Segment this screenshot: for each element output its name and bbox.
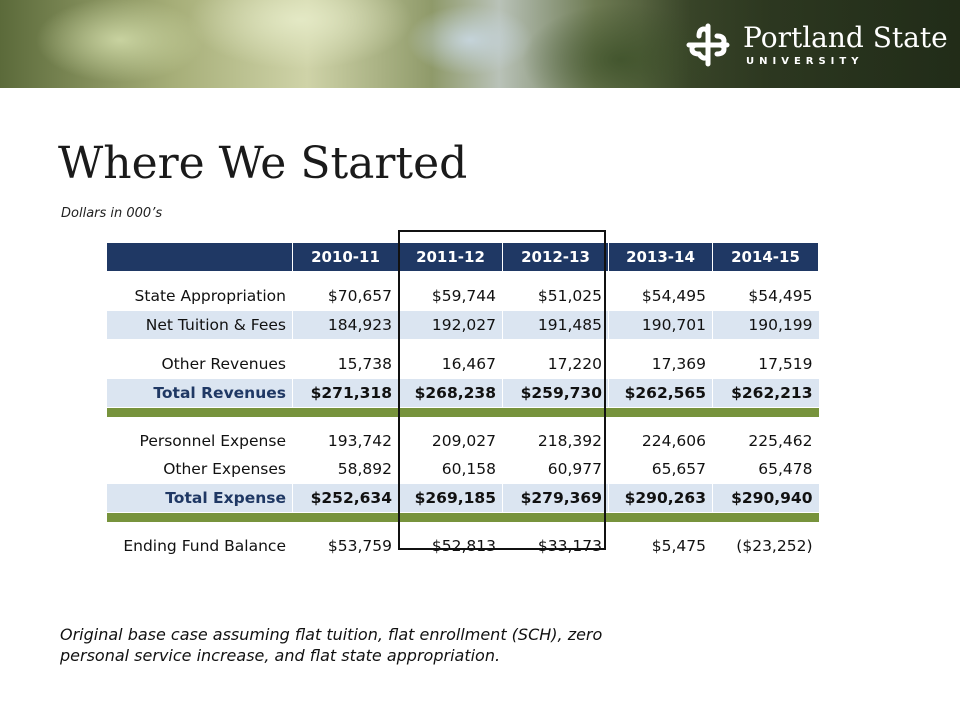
table-cell: $252,634 bbox=[292, 483, 399, 513]
table-cell: 190,701 bbox=[608, 310, 713, 340]
table-cell: $59,744 bbox=[398, 282, 503, 311]
header-banner: Portland State UNIVERSITY bbox=[0, 0, 960, 88]
spacer-row bbox=[106, 417, 819, 427]
footnote: Original base case assuming flat tuition… bbox=[60, 624, 760, 666]
table-cell: 192,027 bbox=[398, 310, 503, 340]
units-caption: Dollars in 000’s bbox=[61, 206, 163, 221]
table-cell: 193,742 bbox=[292, 427, 399, 455]
spacer-row bbox=[106, 339, 819, 350]
table-cell: $52,813 bbox=[398, 532, 503, 560]
table-cell: 17,519 bbox=[712, 350, 819, 379]
logo-subtitle: UNIVERSITY bbox=[746, 56, 864, 67]
table-cell: $259,730 bbox=[502, 378, 609, 408]
table-cell: $54,495 bbox=[712, 282, 819, 311]
table-cell: $290,263 bbox=[608, 483, 713, 513]
table-cell: 16,467 bbox=[398, 350, 503, 379]
psu-knot-icon bbox=[686, 23, 730, 67]
header-label-cell bbox=[106, 242, 293, 272]
table-cell: 17,369 bbox=[608, 350, 713, 379]
table-cell: $54,495 bbox=[608, 282, 713, 311]
table-cell: $268,238 bbox=[398, 378, 503, 408]
table-row: State Appropriation $70,657 $59,744 $51,… bbox=[106, 282, 819, 311]
table-cell: $53,759 bbox=[292, 532, 399, 560]
table-cell: 191,485 bbox=[502, 310, 609, 340]
table-cell: 224,606 bbox=[608, 427, 713, 455]
table-cell: 15,738 bbox=[292, 350, 399, 379]
row-label: Other Expenses bbox=[106, 455, 293, 484]
logo-name: Portland State bbox=[743, 21, 948, 54]
table-cell: $5,475 bbox=[608, 532, 713, 560]
row-label: Total Expense bbox=[106, 483, 293, 513]
total-row: Total Expense $252,634 $269,185 $279,369… bbox=[106, 483, 819, 513]
row-label: Total Revenues bbox=[106, 378, 293, 408]
table-row: Ending Fund Balance $53,759 $52,813 $33,… bbox=[106, 532, 819, 560]
table-cell: 60,977 bbox=[502, 455, 609, 484]
table-cell: $271,318 bbox=[292, 378, 399, 408]
table-row: Personnel Expense 193,742 209,027 218,39… bbox=[106, 427, 819, 455]
table-cell: 60,158 bbox=[398, 455, 503, 484]
row-label: State Appropriation bbox=[106, 282, 293, 311]
table-cell: 218,392 bbox=[502, 427, 609, 455]
table-cell: $269,185 bbox=[398, 483, 503, 513]
separator-row bbox=[106, 512, 819, 522]
table-cell: $262,565 bbox=[608, 378, 713, 408]
footnote-line: Original base case assuming flat tuition… bbox=[60, 625, 603, 644]
row-label: Net Tuition & Fees bbox=[106, 310, 293, 340]
row-label: Ending Fund Balance bbox=[106, 532, 293, 560]
column-header: 2011-12 bbox=[398, 242, 503, 272]
table-row: Other Expenses 58,892 60,158 60,977 65,6… bbox=[106, 455, 819, 484]
table-cell: ($23,252) bbox=[712, 532, 819, 560]
budget-table: 2010-11 2011-12 2012-13 2013-14 2014-15 … bbox=[106, 242, 819, 560]
university-logo: Portland State UNIVERSITY bbox=[683, 18, 948, 74]
column-header: 2012-13 bbox=[502, 242, 609, 272]
column-header: 2013-14 bbox=[608, 242, 713, 272]
table-cell: $51,025 bbox=[502, 282, 609, 311]
row-label: Personnel Expense bbox=[106, 427, 293, 455]
table-cell: 17,220 bbox=[502, 350, 609, 379]
table-row: Other Revenues 15,738 16,467 17,220 17,3… bbox=[106, 350, 819, 379]
table-cell: $70,657 bbox=[292, 282, 399, 311]
table-cell: 65,478 bbox=[712, 455, 819, 484]
footnote-line: personal service increase, and flat stat… bbox=[60, 646, 501, 665]
table-cell: 190,199 bbox=[712, 310, 819, 340]
spacer-row bbox=[106, 271, 819, 282]
separator-row bbox=[106, 407, 819, 417]
table-row: Net Tuition & Fees 184,923 192,027 191,4… bbox=[106, 310, 819, 340]
table-cell: 184,923 bbox=[292, 310, 399, 340]
table-cell: $279,369 bbox=[502, 483, 609, 513]
table-cell: $33,173 bbox=[502, 532, 609, 560]
column-header: 2014-15 bbox=[712, 242, 819, 272]
table-cell: 225,462 bbox=[712, 427, 819, 455]
table-cell: 58,892 bbox=[292, 455, 399, 484]
total-row: Total Revenues $271,318 $268,238 $259,73… bbox=[106, 378, 819, 408]
page-title: Where We Started bbox=[58, 138, 468, 189]
table-cell: $290,940 bbox=[712, 483, 819, 513]
table-cell: 65,657 bbox=[608, 455, 713, 484]
table-cell: 209,027 bbox=[398, 427, 503, 455]
financial-table: 2010-11 2011-12 2012-13 2013-14 2014-15 … bbox=[106, 242, 819, 560]
row-label: Other Revenues bbox=[106, 350, 293, 379]
table-cell: $262,213 bbox=[712, 378, 819, 408]
spacer-row bbox=[106, 522, 819, 532]
column-header: 2010-11 bbox=[292, 242, 399, 272]
table-header-row: 2010-11 2011-12 2012-13 2013-14 2014-15 bbox=[106, 242, 819, 272]
